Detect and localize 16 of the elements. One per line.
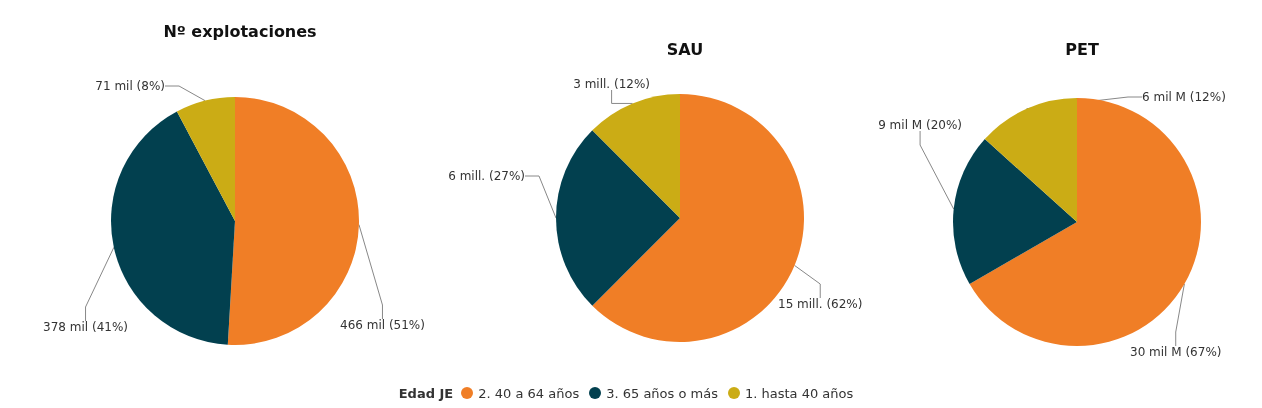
data-label: 9 mil M (20%) [878,118,962,132]
legend-label: 2. 40 a 64 años [477,386,580,401]
data-label: 6 mill. (27%) [448,169,525,183]
chart-title: SAU [666,39,704,59]
data-label: 378 mil (41%) [43,320,128,334]
legend-label: 3. 65 años o más [605,386,718,401]
data-label: 30 mil M (67%) [1130,345,1222,359]
legend-title: Edad JE [398,386,454,401]
data-label: 71 mil (8%) [95,79,165,93]
legend-label: 1. hasta 40 años [743,386,854,401]
data-label: 15 mill. (62%) [778,297,863,311]
chart-title: Nº explotaciones [163,21,317,41]
data-label: 3 mill. (12%) [573,77,650,91]
data-label: 466 mil (51%) [340,318,425,332]
chart-title: PET [1065,39,1099,59]
data-label: 6 mil M (12%) [1142,90,1226,104]
